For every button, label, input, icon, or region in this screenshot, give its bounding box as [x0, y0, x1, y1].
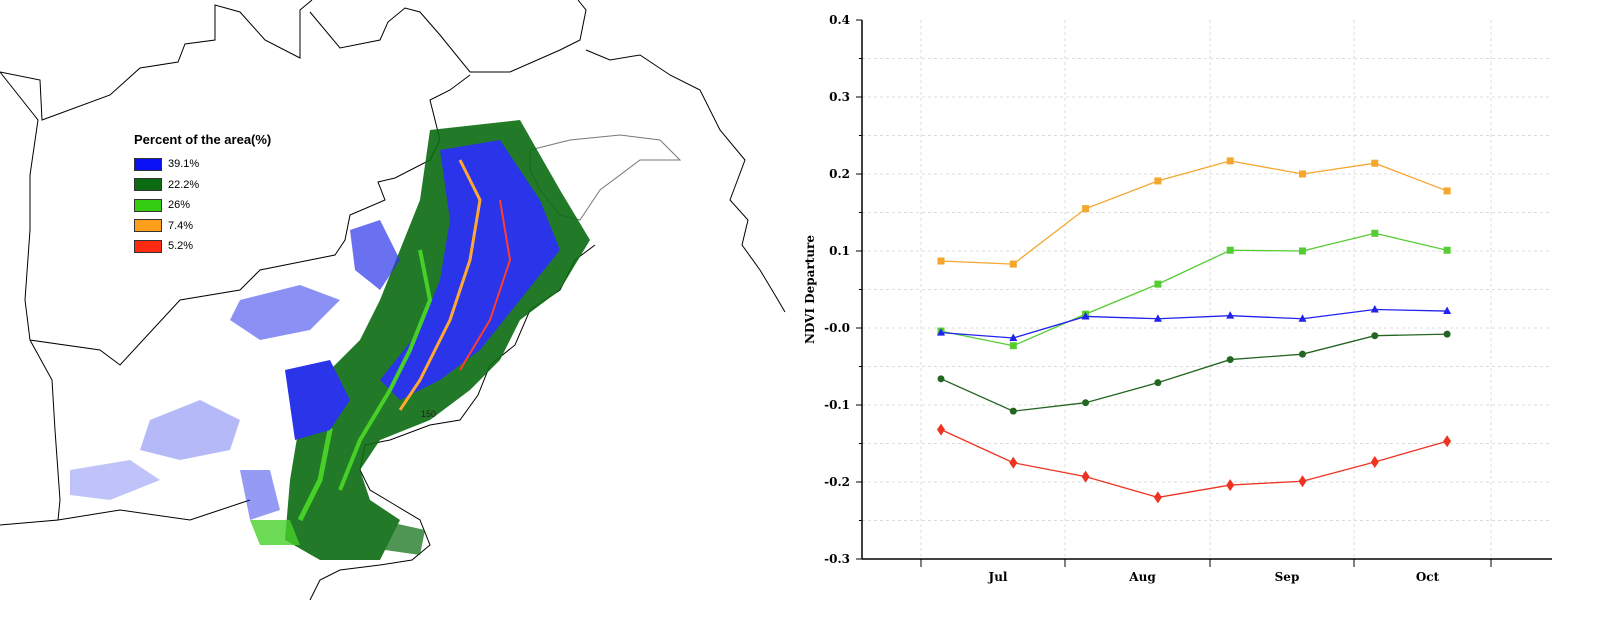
pakistan-south-border — [0, 339, 251, 526]
y-tick-label: 0.4 — [829, 13, 850, 27]
data-point — [1154, 177, 1162, 185]
legend-label: 39.1% — [168, 158, 200, 171]
data-point — [1153, 491, 1162, 504]
legend-item: 26% — [134, 195, 271, 216]
data-point — [1081, 311, 1090, 320]
data-point — [1370, 455, 1379, 468]
ndvi-pixel-clusters — [70, 120, 590, 560]
data-point — [937, 423, 945, 436]
legend-title: Percent of the area(%) — [134, 132, 272, 147]
y-tick-label: 0.2 — [829, 167, 850, 181]
data-point — [1298, 475, 1307, 488]
legend-item: 39.1% — [134, 154, 271, 175]
legend-swatch — [134, 178, 162, 192]
legend-swatch — [134, 198, 162, 212]
data-point — [1226, 356, 1234, 364]
china-boundary — [585, 49, 786, 313]
y-tick-label: 0.3 — [829, 90, 850, 104]
legend-label: 26% — [168, 199, 191, 212]
data-point — [1009, 407, 1017, 415]
data-point — [1081, 470, 1090, 483]
y-tick-label: -0.0 — [824, 321, 850, 335]
data-point — [1299, 170, 1306, 178]
x-tick-label: Aug — [1128, 570, 1156, 584]
legend-item: 7.4% — [134, 216, 271, 237]
data-point — [1443, 435, 1452, 448]
data-point — [1154, 280, 1162, 288]
map-annotation: 150 — [421, 409, 437, 419]
data-point — [1299, 247, 1306, 255]
y-tick-label: 0.1 — [829, 244, 850, 258]
chart-canvas: 0.4 0.3 0.2 0.1 -0.0 -0.1 -0.2 -0.3 Jul Aug Sep Oct… — [803, 13, 1552, 584]
data-point — [1153, 314, 1162, 322]
data-point — [1226, 246, 1234, 254]
data-point — [1226, 157, 1234, 165]
data-point — [1443, 330, 1451, 338]
series-line — [940, 333, 1448, 412]
data-point — [1009, 333, 1018, 342]
data-point — [1154, 379, 1162, 387]
series-line — [940, 232, 1448, 347]
x-tick-label: Sep — [1275, 570, 1300, 584]
data-point — [1082, 399, 1090, 407]
data-point — [1371, 159, 1379, 167]
data-point — [1009, 456, 1018, 469]
series-line — [940, 308, 1448, 339]
legend-swatch — [134, 157, 162, 171]
legend-item: 22.2% — [134, 175, 271, 196]
series-line — [940, 160, 1448, 265]
data-point — [1443, 246, 1451, 254]
legend-label: 5.2% — [168, 240, 194, 253]
data-point — [1371, 332, 1379, 340]
data-point — [1298, 314, 1307, 322]
legend-swatch — [134, 239, 162, 253]
data-point — [1226, 311, 1235, 319]
data-point — [937, 257, 945, 265]
legend-swatch — [134, 219, 162, 233]
data-point — [1009, 342, 1017, 350]
y-tick-label: -0.1 — [824, 398, 850, 412]
map-legend: Percent of the area(%) 39.1% 22.2% 26% 7… — [134, 132, 271, 257]
map-canvas — [0, 0, 786, 601]
legend-label: 7.4% — [168, 219, 194, 232]
data-point — [937, 375, 945, 383]
data-point — [1082, 205, 1090, 213]
ndvi-departure-chart: 0.4 0.3 0.2 0.1 -0.0 -0.1 -0.2 -0.3 Jul Aug Sep Oct… — [790, 0, 1599, 618]
y-tick-label: -0.3 — [824, 552, 850, 566]
data-point — [1226, 479, 1235, 492]
y-axis-label: NDVI Departure — [803, 235, 817, 344]
y-tick-label: -0.2 — [824, 475, 850, 489]
series-line — [940, 429, 1448, 499]
legend-item: 5.2% — [134, 236, 271, 257]
x-tick-label: Oct — [1416, 570, 1440, 584]
afghanistan-boundary — [0, 0, 587, 121]
x-tick-label: Jul — [988, 570, 1008, 584]
data-point — [1443, 306, 1452, 315]
data-point — [937, 328, 945, 336]
data-point — [1009, 260, 1017, 268]
data-point — [1370, 305, 1379, 313]
data-point — [1443, 187, 1451, 195]
legend-label: 22.2% — [168, 178, 200, 191]
data-point — [1371, 229, 1379, 237]
ndvi-departure-map: Percent of the area(%) 39.1% 22.2% 26% 7… — [0, 0, 790, 618]
data-point — [1299, 350, 1306, 358]
